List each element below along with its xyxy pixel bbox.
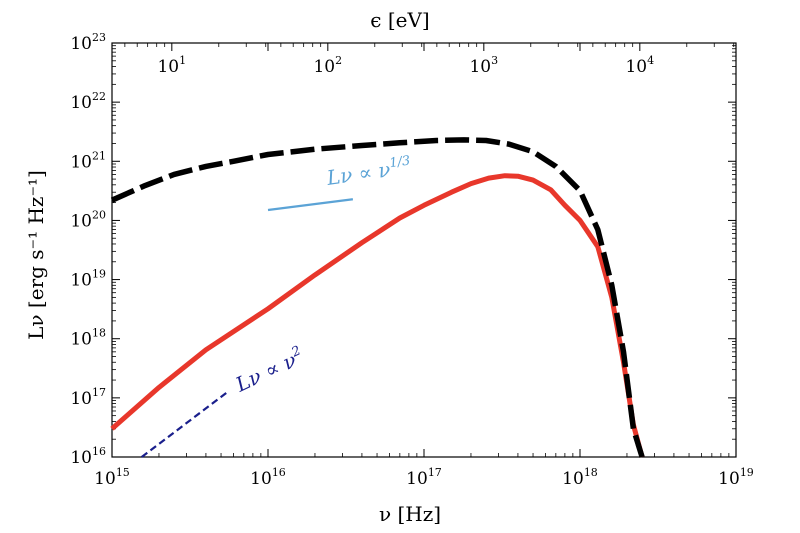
reference-lines xyxy=(141,198,354,458)
y-tick-label: 1017 xyxy=(70,386,106,409)
y-tick-label: 1016 xyxy=(70,445,106,468)
annotation-squared: Lν ∝ ν2 xyxy=(231,343,308,397)
reference-line-one-third xyxy=(267,198,354,212)
reference-line-squared xyxy=(141,390,230,458)
x2-tick-label: 102 xyxy=(313,54,342,77)
y-tick-label: 1023 xyxy=(70,31,106,54)
x2-tick-label: 104 xyxy=(625,54,654,77)
series-component-line xyxy=(110,173,645,458)
y-tick-label: 1020 xyxy=(70,208,106,231)
x2-axis-title: ϵ [eV] xyxy=(370,8,429,32)
x-tick-label: 1019 xyxy=(718,466,754,489)
x2-tick-label: 101 xyxy=(157,54,186,77)
annotation-one-third: Lν ∝ ν1/3 xyxy=(324,153,412,190)
x2-tick-label: 103 xyxy=(469,54,498,77)
y-tick-label: 1021 xyxy=(70,149,106,172)
series-layer xyxy=(110,137,645,458)
x-axis-title: ν [Hz] xyxy=(379,502,441,526)
x-tick-label: 1015 xyxy=(94,466,130,489)
plot-frame xyxy=(111,42,737,458)
x-tick-label: 1018 xyxy=(562,466,598,489)
series-total-line xyxy=(110,137,645,458)
y-tick-label: 1018 xyxy=(70,327,106,350)
y-tick-label: 1019 xyxy=(70,268,106,291)
y-tick-label: 1022 xyxy=(70,90,106,113)
tick-labels: 1015 1016 1017 1018 101910161017101810191020… xyxy=(70,31,753,489)
axis-ticks xyxy=(111,42,737,458)
x-tick-label: 1017 xyxy=(406,466,442,489)
y-axis-title: Lν [erg s⁻¹ Hz⁻¹] xyxy=(24,170,48,340)
x-tick-label: 1016 xyxy=(250,466,286,489)
